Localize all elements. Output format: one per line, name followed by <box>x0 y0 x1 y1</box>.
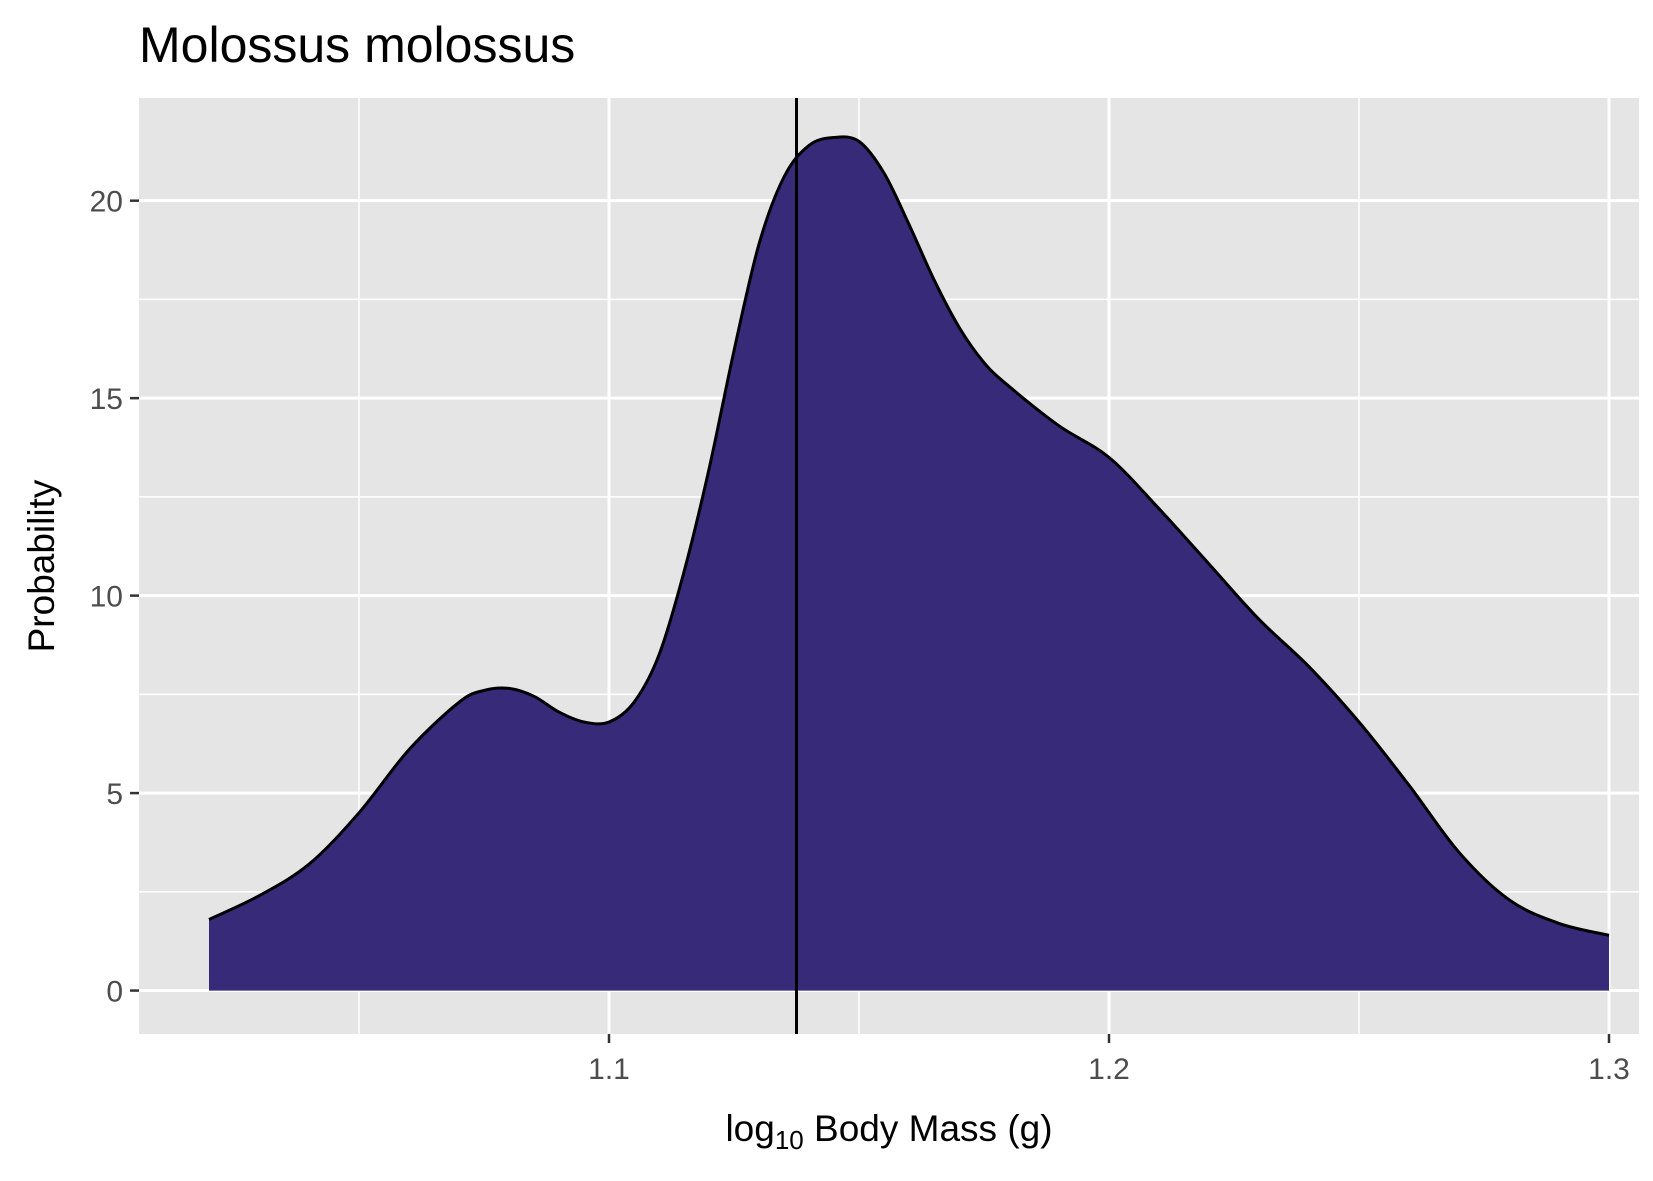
density-curve <box>208 135 1610 937</box>
x-axis-title-suffix: Body Mass (g) <box>804 1108 1053 1149</box>
y-tick-label: 20 <box>90 186 123 219</box>
x-axis-ticks: 1.1 1.2 1.3 <box>588 1034 1630 1086</box>
y-tick-label: 5 <box>106 778 123 811</box>
x-axis-title-prefix: log <box>725 1108 774 1149</box>
chart-title: Molossus molossus <box>139 17 575 73</box>
y-tick-label: 10 <box>90 581 123 614</box>
density-area <box>209 136 1609 991</box>
x-tick-label: 1.2 <box>1088 1053 1130 1086</box>
x-tick-label: 1.1 <box>588 1053 630 1086</box>
x-axis-title-subscript: 10 <box>775 1125 804 1155</box>
x-axis-title: log10 Body Mass (g) <box>725 1108 1052 1155</box>
x-tick-label: 1.3 <box>1588 1053 1630 1086</box>
y-tick-label: 15 <box>90 383 123 416</box>
y-axis-ticks: 0 5 10 15 20 <box>90 186 139 1009</box>
y-tick-label: 0 <box>106 976 123 1009</box>
y-axis-title: Probability <box>21 479 62 652</box>
